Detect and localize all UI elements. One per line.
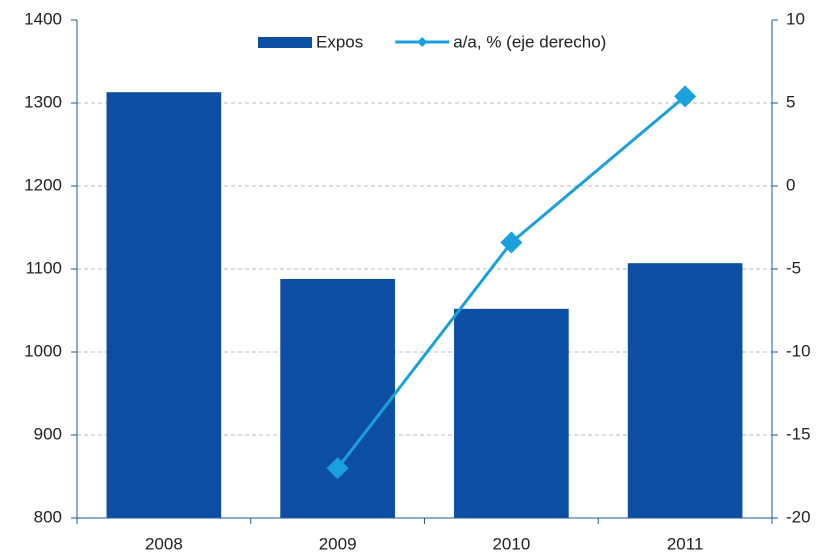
y-tick-label: 900 [34,424,62,443]
y-tick-label: 1400 [24,9,62,28]
x-tick-label: 2009 [319,534,357,553]
legend-marker [417,37,428,47]
y-tick-label: 1300 [24,92,62,111]
legend-label: Expos [316,32,363,51]
x-tick-label: 2010 [492,534,530,553]
bar [106,92,222,519]
legend-label: a/a, % (eje derecho) [453,32,606,51]
y2-tick-label: -15 [786,424,811,443]
bar [454,308,569,518]
marker [500,231,523,254]
legend-swatch [258,37,312,48]
y2-tick-label: 5 [786,92,795,111]
y2-tick-label: 0 [786,175,795,194]
y2-tick-label: -5 [786,258,801,277]
x-tick-label: 2011 [667,534,704,553]
marker [326,457,349,480]
y-tick-label: 1100 [25,258,62,277]
y2-tick-label: 10 [786,9,805,28]
y2-tick-label: -20 [786,507,811,526]
y-tick-label: 1200 [24,175,62,194]
marker [674,85,697,108]
bar [280,278,395,518]
bar [627,263,743,518]
x-tick-label: 2008 [145,534,183,553]
y-tick-label: 800 [34,507,62,526]
y-tick-label: 1000 [24,341,62,360]
y2-tick-label: -10 [786,341,811,360]
